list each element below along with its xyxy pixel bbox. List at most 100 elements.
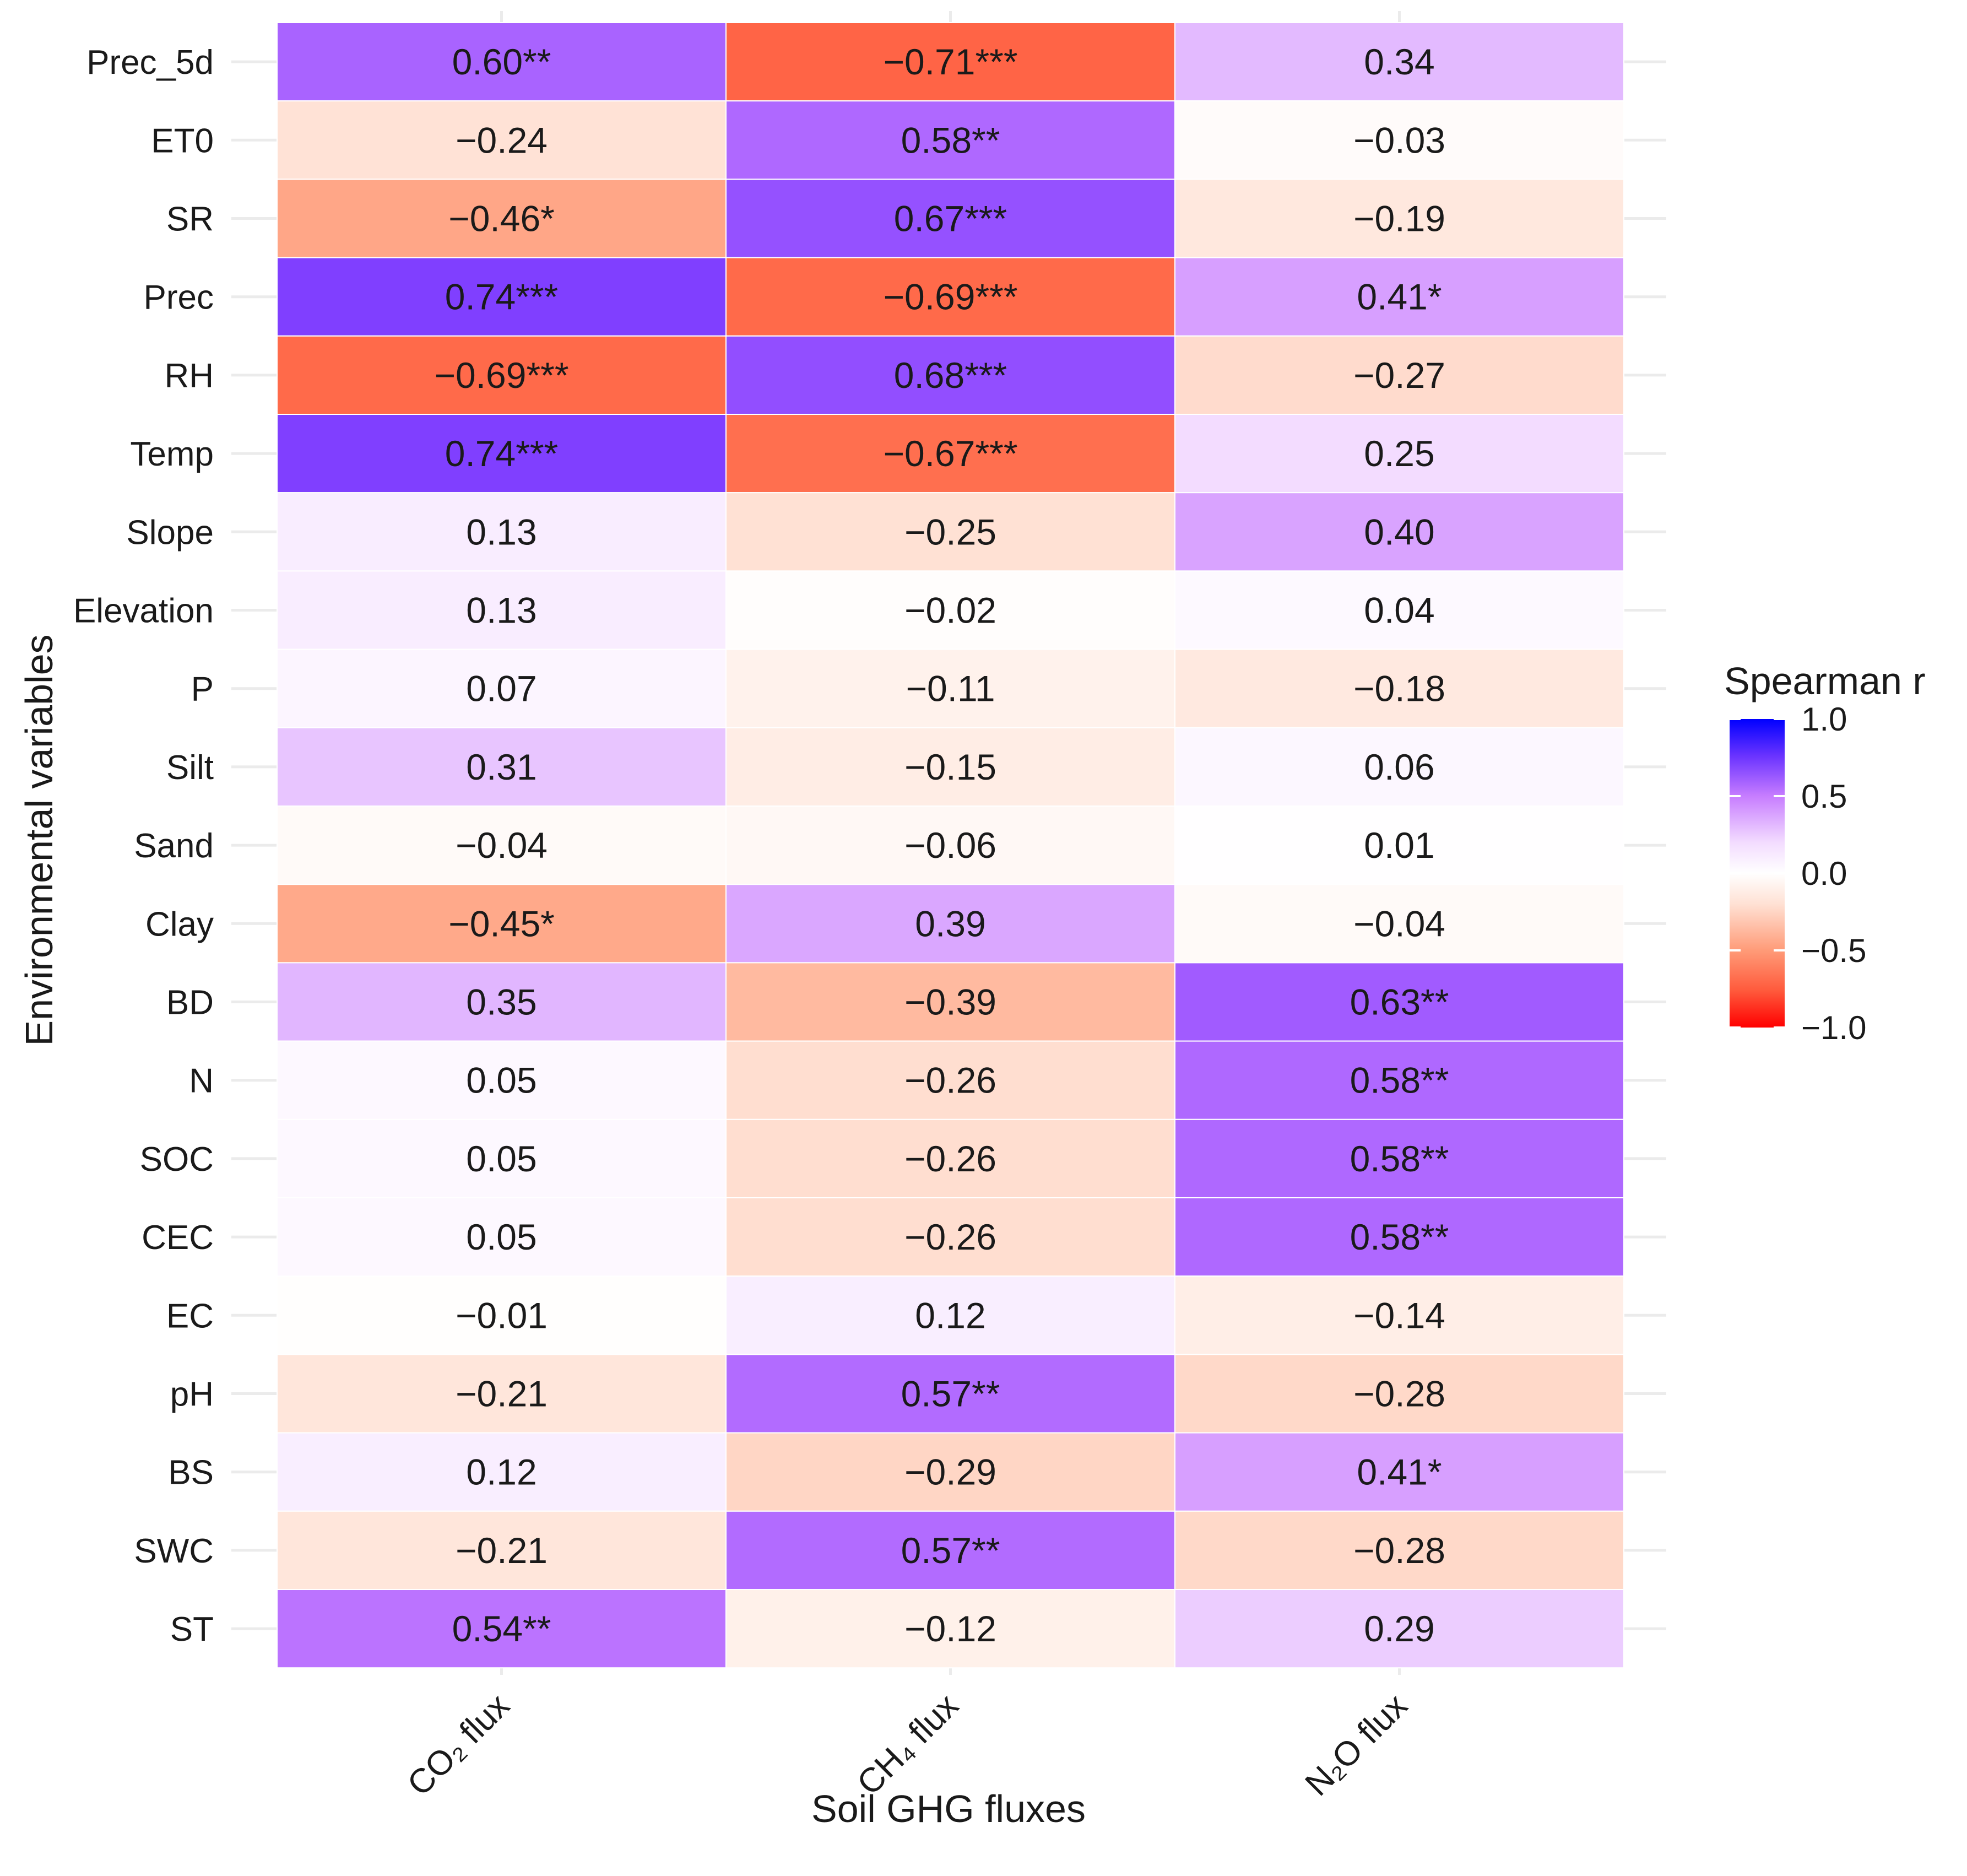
heatmap-cell [1174, 1275, 1624, 1355]
cell-value-label: −0.02 [904, 590, 996, 631]
cell-value-label: 0.74*** [445, 277, 559, 317]
y-tick-label: Temp [130, 435, 214, 473]
y-tick-label: Elevation [73, 592, 214, 630]
y-tick-label: SOC [140, 1140, 214, 1178]
cell-value-label: 0.13 [466, 590, 537, 631]
cell-value-label: 0.34 [1364, 41, 1434, 82]
legend-tick-label: 1.0 [1801, 701, 1847, 738]
heatmap-cell [277, 962, 727, 1042]
heatmap-cell [725, 1275, 1175, 1355]
y-tick-label: RH [164, 357, 214, 395]
heatmap-cell [1174, 884, 1624, 964]
y-tick-label: Prec [144, 279, 214, 317]
cell-value-label: −0.04 [1353, 903, 1445, 944]
cell-value-label: −0.29 [904, 1452, 996, 1493]
cell-value-label: 0.74*** [445, 433, 559, 474]
cell-value-label: 0.40 [1364, 511, 1434, 552]
cell-labels: 0.60** −0.71*** 0.34 −0.24 0.58** −0.03 −0.46*… [434, 41, 1449, 1649]
y-tick-label: pH [170, 1376, 214, 1414]
y-tick-label: BD [166, 984, 214, 1022]
heatmap-cell [277, 1275, 727, 1355]
heatmap-cell [1174, 492, 1624, 572]
cell-value-label: 0.39 [915, 903, 985, 944]
heatmap-cell [1174, 335, 1624, 415]
heatmap-cell [1174, 727, 1624, 807]
heatmap-cell [725, 1354, 1175, 1434]
heatmap-cell [277, 414, 727, 494]
cell-value-label: −0.67*** [883, 433, 1017, 474]
heatmap-cell [725, 414, 1175, 494]
cell-value-label: −0.11 [906, 668, 995, 709]
cell-value-label: 0.57** [901, 1374, 1000, 1414]
cell-value-label: −0.28 [1353, 1374, 1445, 1414]
cell-value-label: −0.04 [456, 825, 548, 866]
heatmap-cell [725, 962, 1175, 1042]
cell-value-label: 0.41* [1357, 277, 1442, 317]
y-axis-tick-labels: Prec_5d ET0 SR Prec RH Temp Slope Elevation P Sil… [73, 44, 214, 1648]
heatmap-cells [277, 22, 1624, 1669]
heatmap-cell [725, 257, 1175, 337]
cell-value-label: −0.21 [456, 1374, 548, 1414]
heatmap-cell [725, 1432, 1175, 1512]
heatmap-cell [725, 1510, 1175, 1591]
cell-value-label: −0.27 [1353, 355, 1445, 396]
heatmap-cell [1174, 1197, 1624, 1277]
heatmap-cell [1174, 1432, 1624, 1512]
cell-value-label: −0.14 [1353, 1295, 1445, 1336]
heatmap-cell [277, 100, 727, 180]
cell-value-label: −0.12 [904, 1608, 996, 1649]
heatmap-cell [1174, 570, 1624, 650]
cell-value-label: −0.15 [904, 747, 996, 787]
cell-value-label: −0.18 [1353, 668, 1445, 709]
y-tick-label: Prec_5d [86, 44, 214, 82]
heatmap-cell [1174, 414, 1624, 494]
cell-value-label: −0.71*** [883, 41, 1017, 82]
heatmap-cell [1174, 257, 1624, 337]
heatmap-cell [1174, 1589, 1624, 1669]
cell-value-label: 0.41* [1357, 1452, 1442, 1493]
legend-tick-label: 0.0 [1801, 855, 1847, 892]
cell-value-label: 0.12 [466, 1452, 537, 1493]
cell-value-label: 0.04 [1364, 590, 1434, 631]
heatmap-cell [1174, 179, 1624, 258]
cell-value-label: 0.12 [915, 1295, 985, 1336]
cell-value-label: −0.06 [904, 825, 996, 866]
heatmap-cell [1174, 962, 1624, 1042]
heatmap-cell [725, 179, 1175, 258]
y-tick-label: SR [166, 201, 214, 239]
cell-value-label: 0.58** [1350, 1138, 1449, 1179]
heatmap-cell [277, 1354, 727, 1434]
cell-value-label: 0.57** [901, 1530, 1000, 1571]
cell-value-label: −0.01 [456, 1295, 548, 1336]
cell-value-label: −0.26 [904, 1217, 996, 1257]
cell-value-label: 0.58** [1350, 1217, 1449, 1257]
heatmap-cell [725, 492, 1175, 572]
y-tick-label: EC [166, 1297, 214, 1335]
legend-tick-label: −1.0 [1801, 1009, 1866, 1046]
x-axis-tick-labels: CO₂ flux CH₄ flux N₂O flux [400, 1686, 1415, 1803]
cell-value-label: −0.69*** [883, 277, 1017, 317]
y-tick-label: Clay [145, 905, 214, 943]
legend-ticks: 1.0 0.5 0.0 −0.5 −1.0 [1730, 701, 1866, 1046]
y-tick-label: BS [168, 1454, 214, 1492]
cell-value-label: 0.54** [452, 1608, 551, 1649]
cell-value-label: −0.46* [448, 198, 555, 239]
heatmap-cell [277, 1118, 727, 1199]
cell-value-label: 0.68*** [894, 355, 1007, 396]
heatmap-cell [277, 492, 727, 572]
cell-value-label: 0.13 [466, 511, 537, 552]
x-axis-title: Soil GHG fluxes [811, 1787, 1086, 1830]
cell-value-label: 0.31 [466, 747, 537, 787]
x-tick-label: CO₂ flux [400, 1686, 517, 1803]
legend-tick-label: −0.5 [1801, 932, 1866, 969]
cell-value-label: −0.26 [904, 1060, 996, 1101]
cell-value-label: 0.35 [466, 982, 537, 1023]
cell-value-label: 0.25 [1364, 433, 1434, 474]
cell-value-label: −0.45* [448, 903, 555, 944]
cell-value-label: −0.19 [1353, 198, 1445, 239]
cell-value-label: 0.60** [452, 41, 551, 82]
heatmap-cell [725, 648, 1175, 728]
heatmap-cell [725, 1040, 1175, 1120]
heatmap-cell [277, 179, 727, 258]
y-tick-label: N [189, 1062, 214, 1100]
